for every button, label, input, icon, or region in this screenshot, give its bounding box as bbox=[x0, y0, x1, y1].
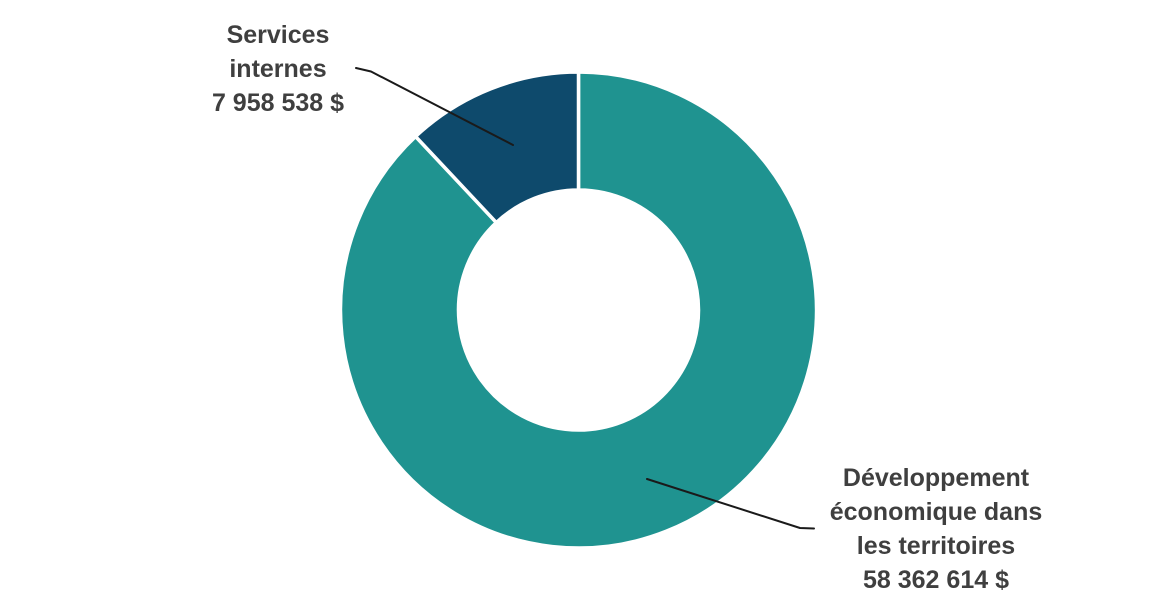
label-developpement-line-1: Développement bbox=[842, 464, 1030, 492]
label-developpement-value: 58 362 614 $ bbox=[863, 566, 1009, 594]
leader-line-services bbox=[355, 67, 514, 146]
label-developpement: Développement économique dans les territ… bbox=[786, 461, 1086, 597]
label-developpement-line-2: économique dans bbox=[829, 498, 1043, 526]
label-services: Services internes 7 958 538 $ bbox=[128, 18, 428, 120]
label-services-value: 7 958 538 $ bbox=[211, 89, 345, 117]
leader-line-developpement bbox=[646, 478, 815, 530]
label-services-line-2: internes bbox=[229, 55, 327, 83]
label-services-line-1: Services bbox=[226, 21, 330, 49]
donut-slice-services bbox=[413, 70, 581, 225]
donut-slice-developpement bbox=[338, 70, 819, 550]
donut-slices bbox=[338, 70, 819, 550]
label-developpement-line-3: les territoires bbox=[856, 532, 1016, 560]
